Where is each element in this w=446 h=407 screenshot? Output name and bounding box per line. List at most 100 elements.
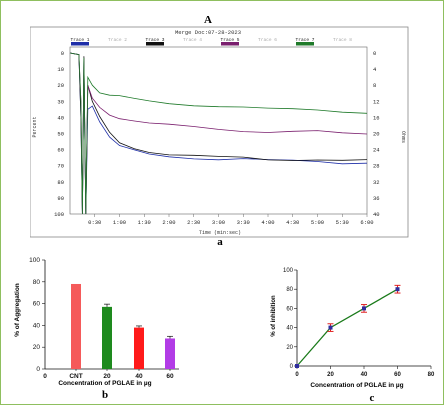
axes: 0 20 40 60 80 100 0 20 40 60 80 — [283, 268, 435, 378]
y2-tick-label: 40 — [373, 211, 380, 218]
y2-tick-label: 36 — [373, 195, 380, 202]
x-tick-label: 1:30 — [138, 219, 151, 226]
x-axis-label: Concentration of PGLAE in µg — [310, 382, 403, 389]
y-tick-label: 80 — [286, 287, 293, 293]
panel-a-caption: a — [217, 236, 223, 245]
x-tick-label: 1:00 — [113, 219, 126, 226]
y-tick-label: 10 — [57, 66, 64, 73]
y-axis-label: % of inhibition — [271, 295, 277, 337]
y-tick-label: 40 — [33, 322, 41, 329]
data-point — [395, 287, 400, 292]
y2-tick-label: 16 — [373, 114, 380, 121]
x-axis-label: Concentration of PGLAE in µg — [58, 380, 151, 387]
legend-label: Trace 3 — [146, 37, 165, 43]
legend-label: Trace 6 — [258, 37, 277, 43]
series-line — [296, 288, 398, 367]
y-tick-label: 0 — [290, 364, 294, 370]
x-tick-label: 2:30 — [187, 219, 200, 226]
x-tick-label: 4:00 — [261, 219, 274, 226]
panel-c-letter: c — [370, 392, 375, 402]
y-tick-label: 80 — [57, 179, 64, 186]
trace-line — [69, 52, 368, 215]
y-tick-label: 100 — [54, 211, 64, 218]
series — [295, 284, 401, 368]
y-tick-label: 0 — [36, 366, 40, 373]
y2-tick-label: 32 — [373, 179, 380, 186]
y-tick-label: 80 — [33, 279, 41, 286]
bars: CNT 20 40 60 — [69, 283, 175, 380]
y2-tick-label: 28 — [373, 163, 380, 170]
y2-tick-label: 24 — [373, 147, 380, 154]
y-tick-label: 100 — [29, 257, 40, 264]
aggregometer-chart: A Merge Doc:07-28-2023 Trace 1 Trace 2 Tra… — [30, 14, 409, 245]
y-tick-label: 40 — [286, 326, 293, 332]
y-tick-label: 50 — [57, 131, 64, 138]
y2-tick-label: 8 — [373, 82, 376, 89]
traces — [69, 52, 368, 215]
y-tick-label: 100 — [283, 268, 294, 274]
x-tick-label: 40 — [135, 373, 143, 380]
y-tick-label: 60 — [57, 147, 64, 154]
legend-swatch — [146, 42, 164, 46]
panel-b-letter: b — [102, 389, 108, 400]
x-tick-label: 5:00 — [311, 219, 324, 226]
y-tick-label: 60 — [286, 306, 293, 312]
y-tick-label: 40 — [57, 114, 64, 121]
y-tick-label: 0 — [61, 50, 64, 57]
x-tick-label: 5:30 — [336, 219, 349, 226]
legend-swatch — [221, 42, 239, 46]
y2-tick-label: 20 — [373, 131, 380, 138]
legend-swatch — [71, 42, 89, 46]
legend-label: Trace 5 — [221, 37, 240, 43]
legend-label: Trace 1 — [71, 37, 90, 43]
x-tick-label: 6:00 — [360, 219, 373, 226]
y-tick-label: 20 — [286, 345, 293, 351]
y-axis-label: % of Aggregation — [14, 283, 21, 337]
legend-swatch — [296, 42, 314, 46]
bar — [102, 306, 112, 369]
x-tick-label: 80 — [428, 372, 435, 378]
x-tick-label: 60 — [394, 372, 401, 378]
y-axis-right: 0 4 8 12 16 20 24 28 32 36 40 — [373, 50, 380, 218]
bar — [134, 327, 144, 369]
y-axis-label: Percent — [32, 116, 38, 137]
legend-label: Trace 4 — [183, 37, 202, 43]
aggregation-bar-chart: 0 20 40 60 80 100 0 CNT 20 40 60 % of Aggregation… — [14, 257, 179, 400]
x-tick-label: 60 — [166, 373, 174, 380]
data-point — [295, 364, 299, 368]
inhibition-line-chart: 0 20 40 60 80 100 0 20 40 60 80 % of inhibition Co… — [271, 268, 435, 402]
panel-a: A Merge Doc:07-28-2023 Trace 1 Trace 2 Tra… — [30, 9, 423, 245]
data-point — [362, 306, 366, 311]
bar — [71, 283, 81, 369]
y2-tick-label: 4 — [373, 66, 377, 73]
chart-title: Merge Doc:07-28-2023 — [175, 29, 241, 36]
panel-a-letter: A — [204, 14, 212, 26]
legend-label: Trace 7 — [296, 37, 315, 43]
y-tick-label: 30 — [57, 98, 64, 105]
y2-axis-label: Ohms — [400, 131, 406, 143]
x-tick-label: 20 — [103, 373, 111, 380]
x-tick-label: 0:30 — [88, 219, 101, 226]
y-tick-label: 90 — [57, 195, 64, 202]
y-tick-label: 60 — [33, 301, 41, 308]
x-zero-label: 0 — [43, 373, 47, 380]
x-tick-label: 0 — [295, 372, 299, 378]
x-tick-label: CNT — [69, 373, 82, 380]
axes: 0 20 40 60 80 100 0 — [29, 257, 179, 380]
x-axis-label: Time (min:sec) — [199, 230, 241, 236]
y-tick-label: 70 — [57, 163, 64, 170]
x-tick-label: 40 — [361, 372, 368, 378]
bar — [165, 338, 175, 369]
legend: Trace 1 Trace 2 Trace 3 Trace 4 Trace 5 Trace… — [71, 37, 352, 46]
x-tick-label: 20 — [327, 372, 334, 378]
x-tick-label: 3:00 — [212, 219, 225, 226]
legend-label: Trace 2 — [108, 37, 127, 43]
y2-tick-label: 0 — [373, 50, 376, 57]
panel-c: 0 20 40 60 80 100 0 20 40 60 80 % of inhibition Co… — [269, 256, 435, 402]
x-tick-label: 3:30 — [237, 219, 250, 226]
legend-label: Trace 8 — [333, 37, 352, 43]
x-tick-label: 4:30 — [286, 219, 299, 226]
y-tick-label: 20 — [33, 344, 41, 351]
panel-b: 0 20 40 60 80 100 0 CNT 20 40 60 % of Aggregation… — [9, 250, 219, 400]
